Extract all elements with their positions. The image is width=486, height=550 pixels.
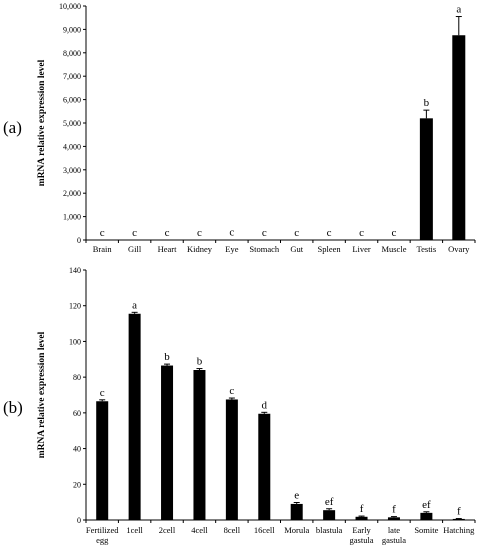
panel-b-significance-label: e xyxy=(294,490,299,502)
panel-b-y-tick-label: 120 xyxy=(69,302,81,311)
panel-b-category-label: Somite xyxy=(414,525,438,535)
panel-b-bar xyxy=(128,313,141,520)
panel-a-significance-label: c xyxy=(100,227,105,239)
panel-b-bar xyxy=(290,503,303,520)
panel-a-bar xyxy=(452,35,466,240)
panel-a-y-tick-label: 9,000 xyxy=(63,25,81,34)
panel-b-category-label: egg xyxy=(96,535,109,545)
panel-a-y-tick-label: 1,000 xyxy=(63,213,81,222)
panel-a-category-label: Stomach xyxy=(249,244,279,254)
panel-b-bar xyxy=(96,401,109,520)
panel-a-y-tick-label: 10,000 xyxy=(59,2,81,11)
panel-b-significance-label: c xyxy=(100,387,105,399)
panel-b-y-tick-label: 20 xyxy=(73,480,81,489)
panel-a-significance-label: b xyxy=(424,97,430,109)
panel-b-category-label: gastula xyxy=(350,535,374,545)
panel-b-significance-label: ef xyxy=(325,496,334,508)
panel-b-category-label: Early xyxy=(352,525,371,535)
panel-b-bar xyxy=(225,399,238,520)
panel-a-significance-label: c xyxy=(197,227,202,239)
panel-a-significance-label: a xyxy=(456,4,461,16)
panel-b-significance-label: f xyxy=(360,503,364,515)
panel-b-y-tick-label: 80 xyxy=(73,373,81,382)
panel-a-bar xyxy=(419,118,433,240)
panel-a-y-tick-label: 4,000 xyxy=(63,142,81,151)
panel-a-category-label: Liver xyxy=(352,244,371,254)
panel-a-category-label: Kidney xyxy=(187,244,213,254)
panel-a-significance-label: c xyxy=(392,227,397,239)
panel-b-y-tick-label: 0 xyxy=(77,516,81,525)
panel-a-y-tick-label: 5,000 xyxy=(63,119,81,128)
panel-a-significance-label: c xyxy=(359,227,364,239)
panel-a-y-tick-label: 3,000 xyxy=(63,166,81,175)
panel-a-y-tick-label: 8,000 xyxy=(63,49,81,58)
panel-b-y-tick-label: 60 xyxy=(73,409,81,418)
panel-a-significance-label: c xyxy=(132,227,137,239)
panel-b-y-tick-label: 100 xyxy=(69,337,81,346)
panel-a-significance-label: c xyxy=(165,227,170,239)
panel-a-category-label: Spleen xyxy=(318,244,342,254)
panel-b-category-label: blastula xyxy=(316,525,343,535)
panel-a-y-tick-label: 6,000 xyxy=(63,96,81,105)
panel-a-category-label: Brain xyxy=(93,244,113,254)
panel-b-y-tick-label: 40 xyxy=(73,445,81,454)
panel-a-significance-label: c xyxy=(229,227,234,239)
panel-b-significance-label: a xyxy=(132,299,137,311)
panel-b-y-axis-label: mRNA relative expression level xyxy=(37,331,47,458)
panel-b-bar xyxy=(193,370,206,520)
panel-a-category-label: Gut xyxy=(290,244,303,254)
panel-b-category-label: 4cell xyxy=(191,525,208,535)
panel-a-category-label: Testis xyxy=(417,244,437,254)
panel-b-bar xyxy=(420,512,433,520)
panel-a-significance-label: c xyxy=(294,227,299,239)
panel-b-significance-label: d xyxy=(262,399,268,411)
panel-b-bar xyxy=(452,518,465,520)
panel-b-panel-label: (b) xyxy=(3,398,23,417)
panel-a-category-label: Gill xyxy=(128,244,142,254)
panel-b-category-label: Hatching xyxy=(443,525,475,535)
panel-b-significance-label: f xyxy=(457,506,461,518)
panel-b-significance-label: b xyxy=(197,356,203,368)
panel-b-y-tick-label: 140 xyxy=(69,266,81,275)
panel-b-category-label: Morula xyxy=(284,525,309,535)
panel-b-significance-label: c xyxy=(229,385,234,397)
panel-b-category-label: 16cell xyxy=(254,525,275,535)
panel-a-y-axis-label: mRNA relative expression level xyxy=(37,59,47,186)
panel-a-category-label: Ovary xyxy=(448,244,470,254)
panel-a-significance-label: c xyxy=(327,227,332,239)
panel-a-category-label: Heart xyxy=(158,244,178,254)
panel-a-panel-label: (a) xyxy=(3,118,22,137)
panel-b-significance-label: b xyxy=(164,351,170,363)
panel-b-category-label: 8cell xyxy=(224,525,241,535)
panel-b-bar xyxy=(323,510,336,520)
panel-b-category-label: Fertilized xyxy=(86,525,119,535)
panel-a-significance-label: c xyxy=(262,227,267,239)
panel-b-bar xyxy=(355,516,368,520)
panel-a-y-tick-label: 2,000 xyxy=(63,189,81,198)
panel-a-category-label: Muscle xyxy=(381,244,406,254)
panel-b-significance-label: ef xyxy=(422,499,431,511)
panel-a-y-tick-label: 0 xyxy=(77,236,81,245)
panel-b-category-label: 1cell xyxy=(126,525,143,535)
panel-b-significance-label: f xyxy=(392,504,396,516)
panel-a-y-tick-label: 7,000 xyxy=(63,72,81,81)
panel-a-category-label: Eye xyxy=(225,244,238,254)
panel-b-category-label: late xyxy=(388,525,400,535)
panel-b-bar xyxy=(387,517,400,520)
panel-b-bar xyxy=(161,365,174,520)
panel-b-bar xyxy=(258,413,271,520)
panel-b-category-label: gastula xyxy=(382,535,406,545)
panel-b-category-label: 2cell xyxy=(159,525,176,535)
